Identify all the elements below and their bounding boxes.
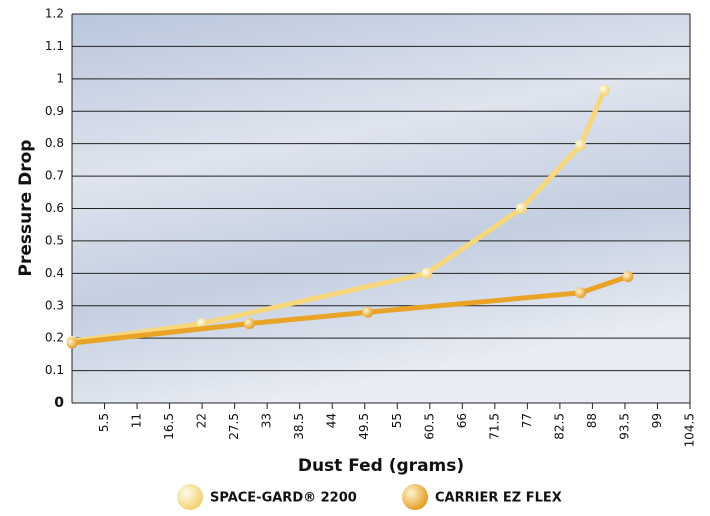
x-tick-label: 88	[585, 413, 599, 428]
x-tick-label: 99	[650, 413, 664, 428]
x-tick-label: 22	[195, 413, 209, 428]
x-tick-label: 55	[390, 413, 404, 428]
point	[243, 318, 255, 330]
point	[622, 271, 634, 283]
point	[362, 306, 374, 318]
y-tick-label: 0.4	[45, 266, 64, 280]
y-tick-label: 0.1	[45, 363, 64, 377]
legend-label: SPACE-GARD® 2200	[210, 491, 357, 506]
y-tick-label: 0.5	[45, 233, 64, 247]
x-tick-label: 49.5	[357, 413, 371, 440]
x-tick-label: 66	[455, 413, 469, 428]
point	[421, 267, 433, 279]
y-tick-label: 0.3	[45, 298, 64, 312]
y-tick-label: 0.6	[45, 201, 64, 215]
point	[598, 84, 610, 96]
x-tick-label: 33	[260, 413, 274, 428]
x-tick-label: 38.5	[292, 413, 306, 440]
y-tick-label: 0.9	[45, 104, 64, 118]
x-tick-label: 16.5	[162, 413, 176, 440]
x-tick-label: 27.5	[227, 413, 241, 440]
legend-label: CARRIER EZ FLEX	[435, 491, 562, 506]
x-tick-label: 93.5	[617, 413, 631, 440]
x-tick-label: 71.5	[487, 413, 501, 440]
series-line	[71, 89, 607, 344]
x-tick-label: 11	[130, 413, 144, 428]
point	[66, 337, 78, 349]
x-axis-label: Dust Fed (grams)	[298, 456, 464, 476]
x-tick-label: 5.5	[97, 413, 111, 432]
x-tick-label: 60.5	[422, 413, 436, 440]
x-tick-label: 77	[520, 413, 534, 428]
y-tick-label: 0	[54, 395, 64, 411]
y-tick-label: 0.7	[45, 169, 64, 183]
x-tick-label: 44	[325, 413, 339, 428]
y-tick-label: 0.8	[45, 136, 64, 150]
y-tick-label: 1.2	[45, 7, 64, 21]
legend-marker	[177, 484, 203, 510]
y-tick-label: 1	[56, 71, 64, 85]
point	[575, 139, 587, 151]
legend-marker	[402, 484, 428, 510]
point	[515, 203, 527, 214]
x-tick-label: 104.5	[683, 413, 697, 447]
point	[575, 287, 587, 299]
y-tick-label: 0.2	[45, 331, 64, 345]
y-axis-label: Pressure Drop	[16, 140, 36, 277]
x-tick-label: 82.5	[552, 413, 566, 440]
y-tick-label: 1.1	[45, 39, 64, 53]
